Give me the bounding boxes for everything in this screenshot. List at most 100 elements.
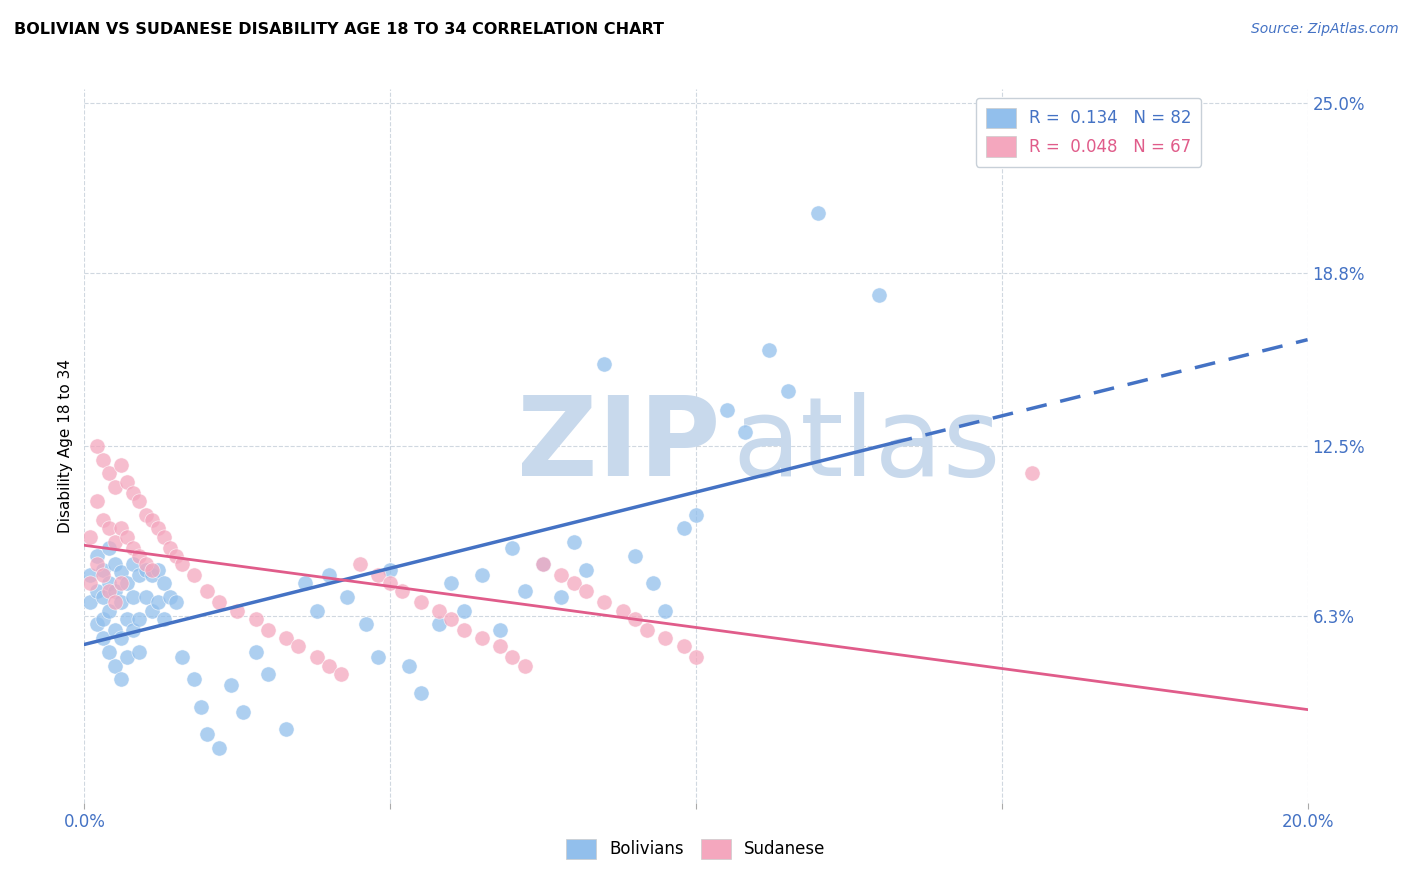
Point	[97, 584, 120, 599]
Point	[208, 595, 231, 609]
Point	[115, 576, 138, 591]
Point	[257, 666, 280, 681]
Point	[593, 595, 616, 609]
Point	[128, 568, 150, 582]
Point	[97, 604, 120, 618]
Point	[367, 650, 389, 665]
Point	[141, 562, 163, 576]
Point	[624, 549, 647, 563]
Point	[110, 595, 132, 609]
Point	[427, 617, 450, 632]
Point	[562, 535, 585, 549]
Point	[380, 576, 402, 591]
Point	[318, 658, 340, 673]
Point	[183, 568, 205, 582]
Text: BOLIVIAN VS SUDANESE DISABILITY AGE 18 TO 34 CORRELATION CHART: BOLIVIAN VS SUDANESE DISABILITY AGE 18 T…	[14, 22, 664, 37]
Point	[453, 604, 475, 618]
Point	[349, 557, 371, 571]
Point	[531, 557, 554, 571]
Point	[654, 631, 676, 645]
Point	[141, 604, 163, 618]
Point	[153, 612, 176, 626]
Point	[122, 557, 145, 571]
Point	[513, 658, 536, 673]
Point	[440, 612, 463, 626]
Point	[453, 623, 475, 637]
Point	[409, 595, 432, 609]
Point	[471, 568, 494, 582]
Point	[440, 576, 463, 591]
Point	[367, 568, 389, 582]
Point	[91, 612, 114, 626]
Point	[276, 722, 298, 736]
Point	[97, 645, 120, 659]
Point	[91, 590, 114, 604]
Point	[575, 584, 598, 599]
Point	[612, 604, 634, 618]
Point	[330, 666, 353, 681]
Point	[672, 640, 695, 654]
Point	[489, 640, 512, 654]
Point	[232, 705, 254, 719]
Point	[86, 439, 108, 453]
Point	[146, 595, 169, 609]
Point	[135, 562, 157, 576]
Text: ZIP: ZIP	[517, 392, 720, 500]
Point	[685, 650, 707, 665]
Point	[135, 590, 157, 604]
Point	[104, 535, 127, 549]
Point	[153, 530, 176, 544]
Point	[79, 576, 101, 591]
Y-axis label: Disability Age 18 to 34: Disability Age 18 to 34	[58, 359, 73, 533]
Point	[104, 557, 127, 571]
Point	[115, 530, 138, 544]
Point	[110, 631, 132, 645]
Point	[122, 541, 145, 555]
Point	[135, 508, 157, 522]
Point	[318, 568, 340, 582]
Point	[636, 623, 658, 637]
Point	[146, 562, 169, 576]
Point	[86, 584, 108, 599]
Point	[562, 576, 585, 591]
Point	[208, 740, 231, 755]
Point	[336, 590, 359, 604]
Point	[257, 623, 280, 637]
Point	[502, 541, 524, 555]
Point	[110, 566, 132, 580]
Point	[672, 521, 695, 535]
Point	[807, 205, 830, 219]
Point	[91, 513, 114, 527]
Point	[91, 568, 114, 582]
Point	[245, 645, 267, 659]
Point	[165, 595, 187, 609]
Point	[294, 576, 316, 591]
Text: Source: ZipAtlas.com: Source: ZipAtlas.com	[1251, 22, 1399, 37]
Point	[104, 623, 127, 637]
Point	[86, 494, 108, 508]
Point	[128, 549, 150, 563]
Point	[153, 576, 176, 591]
Point	[165, 549, 187, 563]
Point	[86, 549, 108, 563]
Point	[776, 384, 799, 398]
Point	[172, 650, 194, 665]
Point	[391, 584, 413, 599]
Point	[79, 530, 101, 544]
Point	[104, 480, 127, 494]
Point	[135, 557, 157, 571]
Point	[159, 590, 181, 604]
Point	[97, 521, 120, 535]
Point	[110, 673, 132, 687]
Point	[91, 452, 114, 467]
Point	[624, 612, 647, 626]
Point	[427, 604, 450, 618]
Point	[354, 617, 377, 632]
Point	[716, 403, 738, 417]
Point	[128, 645, 150, 659]
Point	[183, 673, 205, 687]
Point	[190, 699, 212, 714]
Point	[122, 485, 145, 500]
Point	[654, 604, 676, 618]
Point	[489, 623, 512, 637]
